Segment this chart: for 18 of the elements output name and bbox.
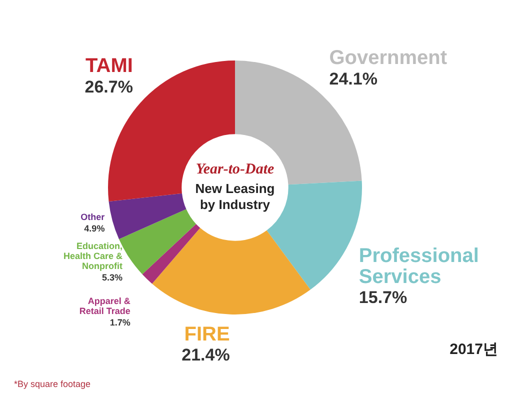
data-label: 21.4% bbox=[182, 346, 230, 365]
text: *By square footage bbox=[14, 379, 91, 389]
data-label: 24.1% bbox=[329, 69, 378, 88]
slice-label: Education, Health Care & Nonprofit bbox=[63, 241, 123, 272]
slice-label: Other bbox=[80, 212, 106, 222]
data-label: 5.3% bbox=[102, 272, 122, 283]
text: 2017년 bbox=[450, 340, 498, 359]
slice-label: Government bbox=[329, 47, 448, 70]
data-label: 15.7% bbox=[358, 288, 408, 308]
text: Year-to-Date bbox=[196, 161, 274, 178]
text: New Leasing by Industry bbox=[195, 181, 275, 212]
slice-label: Professional Services bbox=[358, 244, 479, 288]
data-label: 1.7% bbox=[110, 317, 130, 328]
data-label: 26.7% bbox=[84, 77, 133, 96]
slice-label: Apparel & Retail Trade bbox=[79, 296, 131, 316]
slice-label: TAMI bbox=[86, 55, 133, 78]
data-label: 4.9% bbox=[84, 223, 105, 234]
slice-label: FIRE bbox=[184, 323, 230, 346]
